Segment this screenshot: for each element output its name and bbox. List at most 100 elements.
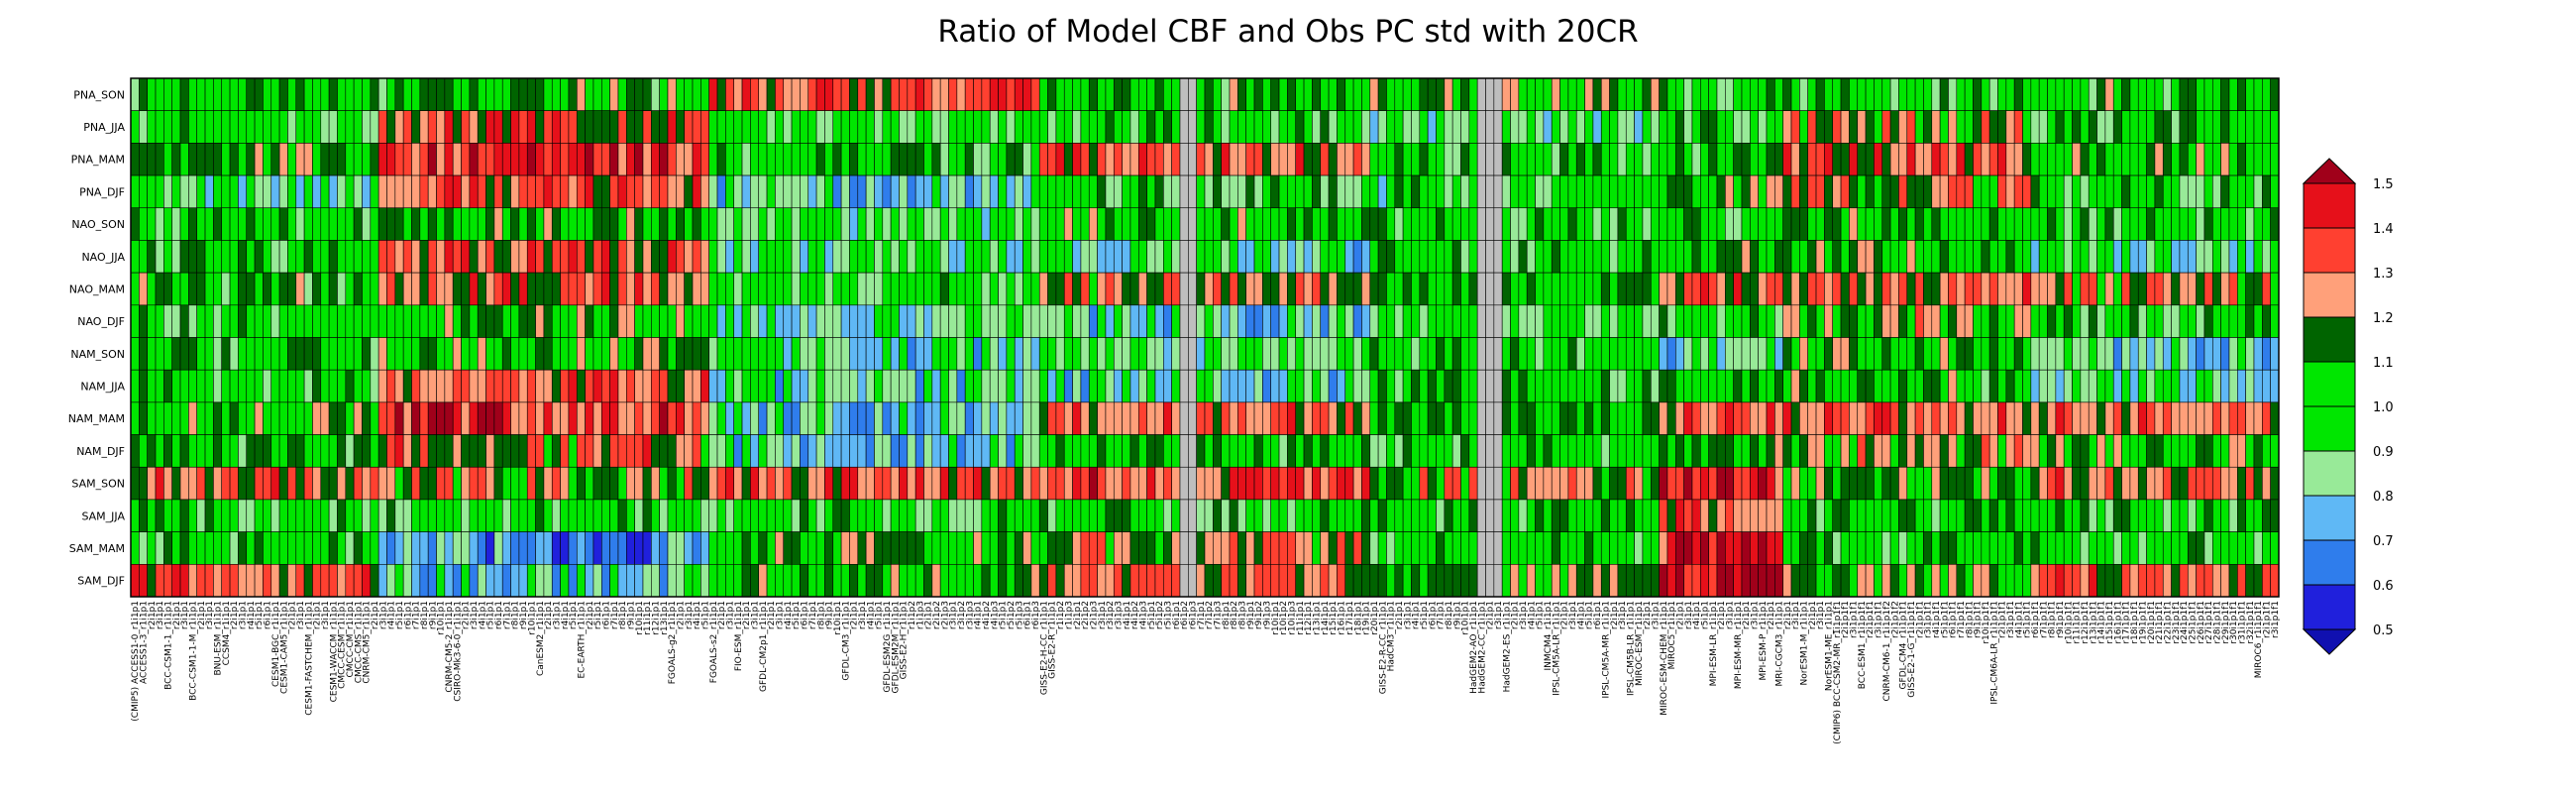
- heatmap-cell: [1881, 499, 1891, 532]
- heatmap-cell: [1460, 110, 1470, 144]
- heatmap-cell: [2253, 110, 2263, 144]
- heatmap-cell: [377, 304, 387, 338]
- heatmap-cell: [899, 531, 909, 565]
- heatmap-cell: [815, 174, 825, 209]
- heatmap-cell: [874, 174, 884, 209]
- heatmap-cell: [1543, 143, 1553, 176]
- heatmap-cell: [377, 401, 387, 435]
- column-label: r2i1p1: [677, 601, 687, 629]
- heatmap-cell: [1865, 466, 1875, 501]
- heatmap-cell: [576, 304, 586, 338]
- heatmap-cell: [1518, 531, 1528, 565]
- heatmap-cell: [1923, 369, 1933, 403]
- heatmap-cell: [1625, 466, 1635, 501]
- heatmap-cell: [832, 110, 842, 144]
- heatmap-cell: [461, 337, 471, 371]
- heatmap-cell: [1716, 240, 1726, 274]
- heatmap-cell: [948, 337, 958, 371]
- heatmap-cell: [766, 434, 776, 468]
- heatmap-cell: [899, 401, 909, 435]
- heatmap-cell: [1543, 240, 1553, 274]
- heatmap-cell: [2055, 466, 2065, 501]
- heatmap-cell: [1923, 77, 1933, 111]
- column-label: r14i1p1f1: [2097, 601, 2107, 644]
- heatmap-cell: [353, 207, 363, 241]
- heatmap-cell: [1625, 531, 1635, 565]
- colorbar: 0.50.60.70.80.91.01.11.21.31.41.5: [2302, 158, 2394, 655]
- heatmap-cell: [914, 401, 924, 435]
- heatmap-cell: [1774, 369, 1783, 403]
- heatmap-cell: [1914, 110, 1924, 144]
- heatmap-cell: [510, 110, 520, 144]
- heatmap-cell: [807, 240, 817, 274]
- heatmap-cell: [2146, 337, 2156, 371]
- heatmap-cell: [899, 337, 909, 371]
- heatmap-cell: [1898, 174, 1908, 209]
- heatmap-cell: [171, 531, 181, 565]
- heatmap-cell: [1906, 174, 1916, 209]
- heatmap-cell: [1526, 110, 1536, 144]
- heatmap-cell: [2088, 564, 2097, 598]
- heatmap-cell: [874, 466, 884, 501]
- heatmap-cell: [1898, 143, 1908, 176]
- heatmap-cell: [370, 434, 379, 468]
- heatmap-cell: [617, 434, 627, 468]
- heatmap-cell: [2121, 531, 2131, 565]
- heatmap-cell: [1874, 531, 1883, 565]
- heatmap-cell: [444, 240, 454, 274]
- heatmap-cell: [2187, 174, 2197, 209]
- heatmap-cell: [576, 369, 586, 403]
- heatmap-cell: [2137, 369, 2147, 403]
- heatmap-cell: [708, 369, 718, 403]
- column-label: r4i1p2: [982, 601, 992, 629]
- heatmap-cell: [1659, 77, 1668, 111]
- heatmap-cell: [1782, 272, 1792, 306]
- heatmap-cell: [1634, 77, 1644, 111]
- heatmap-cell: [1312, 499, 1322, 532]
- heatmap-cell: [2038, 434, 2048, 468]
- heatmap-cell: [1221, 401, 1231, 435]
- heatmap-cell: [510, 564, 520, 598]
- row-label: NAM_SON: [70, 348, 125, 361]
- heatmap-cell: [2022, 143, 2032, 176]
- heatmap-cell: [1526, 240, 1536, 274]
- heatmap-cell: [800, 531, 809, 565]
- heatmap-cell: [1832, 272, 1842, 306]
- heatmap-cell: [1022, 531, 1032, 565]
- heatmap-cell: [1245, 434, 1255, 468]
- heatmap-cell: [1518, 174, 1528, 209]
- heatmap-cell: [1105, 531, 1115, 565]
- heatmap-cell: [213, 466, 223, 501]
- heatmap-cell: [1807, 240, 1817, 274]
- heatmap-cell: [1634, 499, 1644, 532]
- heatmap-cell: [948, 143, 958, 176]
- heatmap-cell: [238, 110, 248, 144]
- heatmap-cell: [295, 531, 305, 565]
- heatmap-cell: [2112, 77, 2122, 111]
- heatmap-cell: [1659, 337, 1668, 371]
- heatmap-cell: [1436, 499, 1446, 532]
- column-label: r3i1p1: [1568, 601, 1578, 629]
- heatmap-cell: [1006, 207, 1016, 241]
- column-label: r8i1p1: [1445, 601, 1454, 629]
- heatmap-cell: [188, 369, 198, 403]
- heatmap-cell: [1575, 499, 1585, 532]
- heatmap-cell: [2112, 272, 2122, 306]
- heatmap-cell: [1551, 207, 1560, 241]
- heatmap-cell: [1988, 174, 1998, 209]
- heatmap-cell: [1221, 110, 1231, 144]
- heatmap-cell: [981, 110, 991, 144]
- heatmap-cell: [1122, 401, 1131, 435]
- column-label: r5i1p1: [1701, 601, 1711, 629]
- heatmap-cell: [2270, 564, 2280, 598]
- heatmap-cell: [1733, 337, 1743, 371]
- heatmap-cell: [568, 143, 578, 176]
- heatmap-cell: [791, 77, 801, 111]
- heatmap-cell: [1666, 531, 1676, 565]
- heatmap-cell: [1799, 240, 1809, 274]
- heatmap-cell: [263, 207, 272, 241]
- heatmap-cell: [147, 434, 157, 468]
- heatmap-cell: [1501, 564, 1511, 598]
- heatmap-cell: [560, 337, 570, 371]
- heatmap-cell: [1493, 77, 1503, 111]
